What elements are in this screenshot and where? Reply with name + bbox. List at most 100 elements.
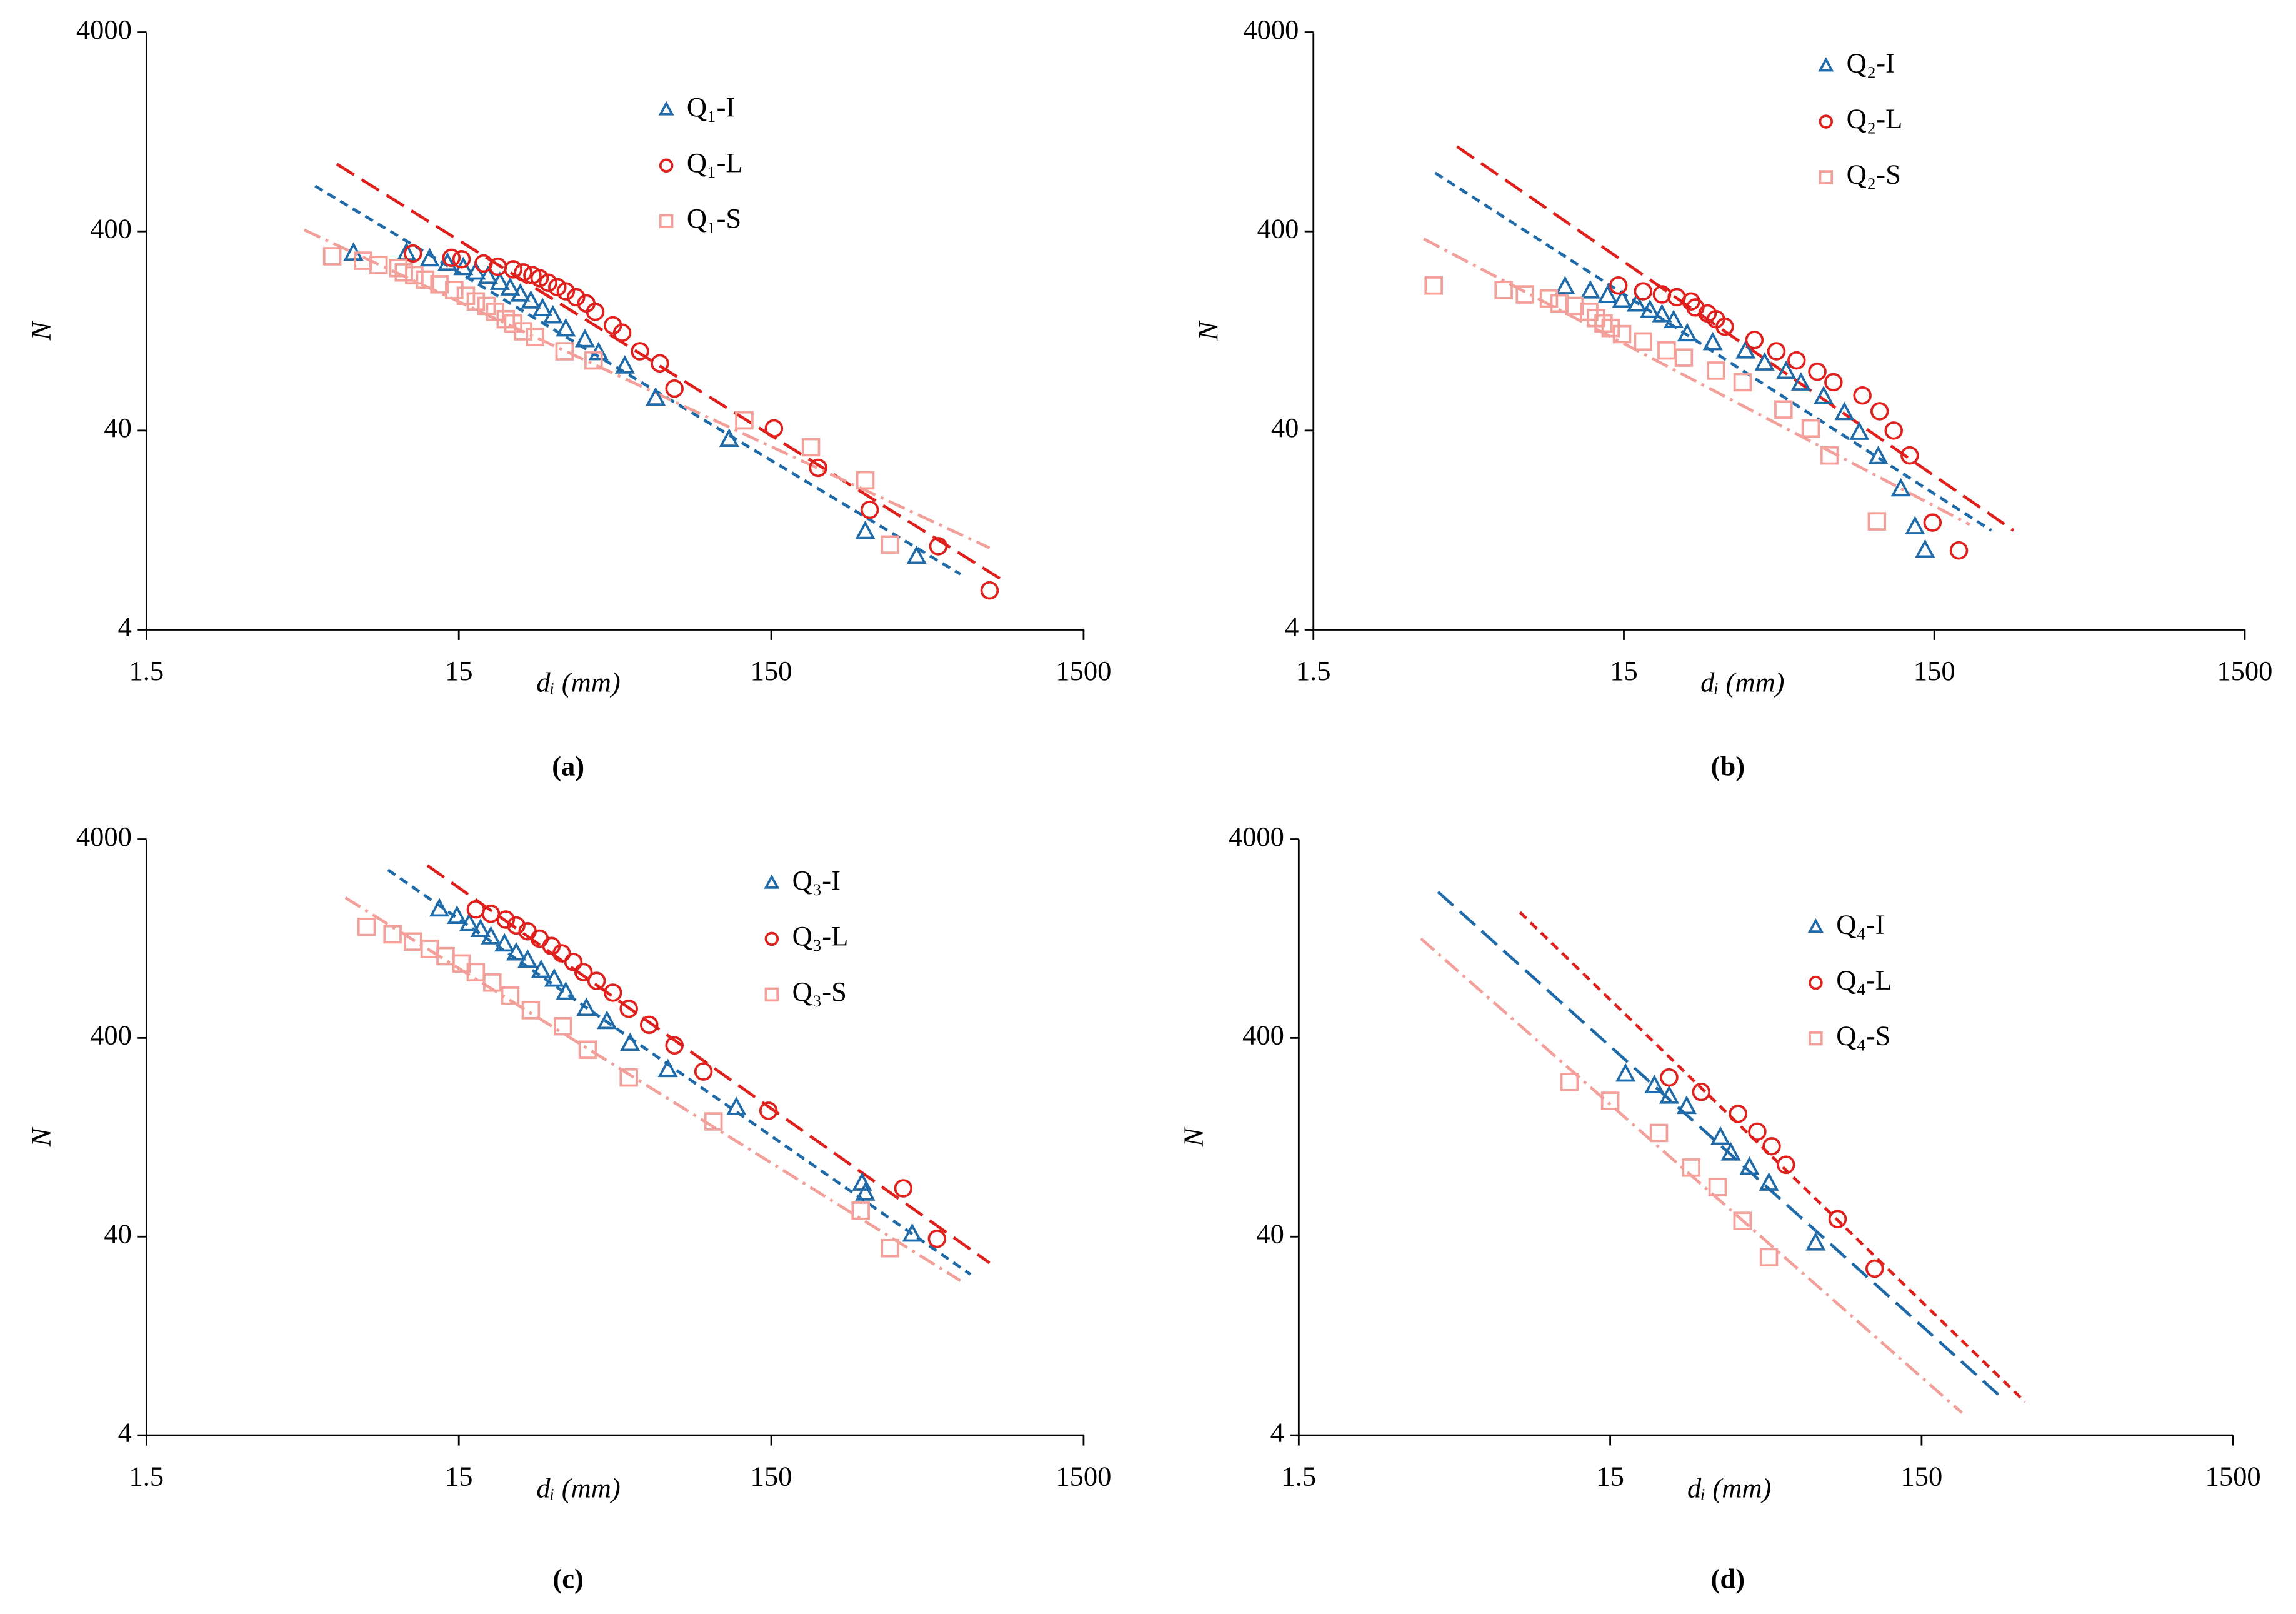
fit-line [314, 184, 962, 576]
circle-marker [530, 269, 549, 288]
circle-marker [1715, 317, 1734, 336]
circle-marker [556, 282, 576, 301]
triangle-marker [574, 328, 596, 348]
x-tick-label: 150 [1914, 655, 1955, 686]
triangle-marker [1818, 57, 1834, 72]
circle-marker [1808, 362, 1827, 381]
square-marker [416, 270, 435, 289]
legend-label: Q₃-L [792, 920, 849, 951]
triangle-marker [657, 1058, 678, 1078]
circle-marker [567, 288, 586, 307]
triangle-marker [764, 874, 780, 889]
circle-marker [1900, 446, 1919, 465]
square-marker [445, 281, 464, 299]
circle-marker [1748, 1122, 1767, 1141]
triangle-marker [1555, 276, 1575, 294]
x-tick-label: 1500 [1056, 655, 1111, 686]
circle-marker [665, 379, 684, 398]
circle-marker [514, 263, 532, 282]
square-marker [1809, 1031, 1823, 1046]
y-tick-label: 4 [118, 1416, 132, 1448]
square-marker [704, 1112, 723, 1131]
square-marker [881, 535, 899, 554]
x-axis-label: dᵢ (mm) [536, 667, 620, 698]
square-marker [578, 1040, 597, 1060]
legend-label: Q₃-I [792, 865, 841, 896]
triangle-marker [1890, 478, 1911, 497]
x-axis-label: dᵢ (mm) [536, 1472, 620, 1503]
square-marker [383, 925, 402, 944]
triangle-marker [510, 283, 531, 302]
triangle-marker [576, 997, 597, 1016]
triangle-marker [620, 1032, 641, 1051]
legend-label: Q₂-L [1847, 103, 1903, 134]
square-marker [526, 328, 544, 346]
square-marker [881, 1238, 899, 1258]
circle-marker [1729, 1105, 1747, 1123]
square-marker [1708, 1178, 1727, 1196]
y-tick-label: 400 [1242, 1020, 1284, 1051]
triangle-marker [906, 545, 927, 564]
square-marker [1733, 1211, 1752, 1230]
square-marker [856, 471, 875, 490]
y-tick-label: 4000 [76, 821, 132, 852]
x-tick-label: 15 [1610, 655, 1638, 686]
y-tick-label: 400 [90, 1020, 132, 1051]
triangle-marker [1834, 401, 1855, 421]
triangle-marker [1580, 280, 1600, 299]
circle-marker [1762, 1136, 1781, 1156]
circle-marker [564, 953, 583, 971]
y-tick-label: 4000 [1243, 14, 1299, 45]
circle-marker [1884, 421, 1904, 440]
x-tick-label: 1500 [1056, 1461, 1111, 1492]
circle-marker [1777, 1155, 1795, 1175]
triangle-marker [517, 949, 538, 968]
triangle-marker [902, 1223, 922, 1242]
square-marker [1560, 1073, 1579, 1091]
triangle-marker [1868, 445, 1889, 464]
triangle-marker [1710, 1126, 1731, 1145]
triangle-marker [542, 304, 563, 324]
square-marker [369, 256, 388, 274]
circle-marker [1865, 1259, 1884, 1278]
circle-marker [764, 419, 784, 438]
fit-line [1423, 238, 1970, 526]
legend-label: Q₃-S [792, 976, 847, 1007]
circle-marker [619, 999, 638, 1018]
circle-marker [504, 260, 523, 279]
triangle-marker [855, 1182, 876, 1201]
circle-marker [1923, 513, 1942, 532]
triangle-marker [1652, 303, 1672, 323]
y-axis-label: N [26, 1126, 57, 1147]
circle-marker [764, 931, 779, 946]
triangle-marker [1676, 1095, 1697, 1115]
triangle-marker [1627, 293, 1647, 312]
circle-marker [466, 900, 486, 919]
y-tick-label: 400 [90, 213, 132, 244]
circle-marker [496, 910, 516, 929]
square-marker [1657, 341, 1676, 360]
square-marker [405, 266, 424, 285]
panel-label: (a) [552, 750, 584, 781]
triangle-marker [419, 248, 440, 267]
fit-line [426, 864, 991, 1265]
square-marker [1682, 1158, 1700, 1177]
circle-marker [1660, 1068, 1679, 1087]
triangle-marker [1702, 331, 1723, 351]
circle-marker [1634, 282, 1653, 301]
circle-marker [665, 1036, 684, 1055]
square-marker [1600, 1091, 1620, 1110]
triangle-marker [1790, 372, 1811, 391]
y-axis-label: N [1192, 320, 1224, 341]
x-tick-label: 1500 [2205, 1461, 2261, 1492]
square-marker [1820, 446, 1839, 465]
x-tick-label: 1.5 [1296, 655, 1331, 686]
square-marker [1634, 332, 1653, 351]
square-marker [851, 1201, 870, 1220]
circle-marker [894, 1179, 913, 1198]
square-marker [735, 411, 754, 430]
triangle-marker [1735, 339, 1756, 359]
fit-line [336, 163, 1006, 583]
legend-label: Q₁-L [687, 147, 743, 178]
y-tick-label: 4000 [76, 14, 132, 45]
